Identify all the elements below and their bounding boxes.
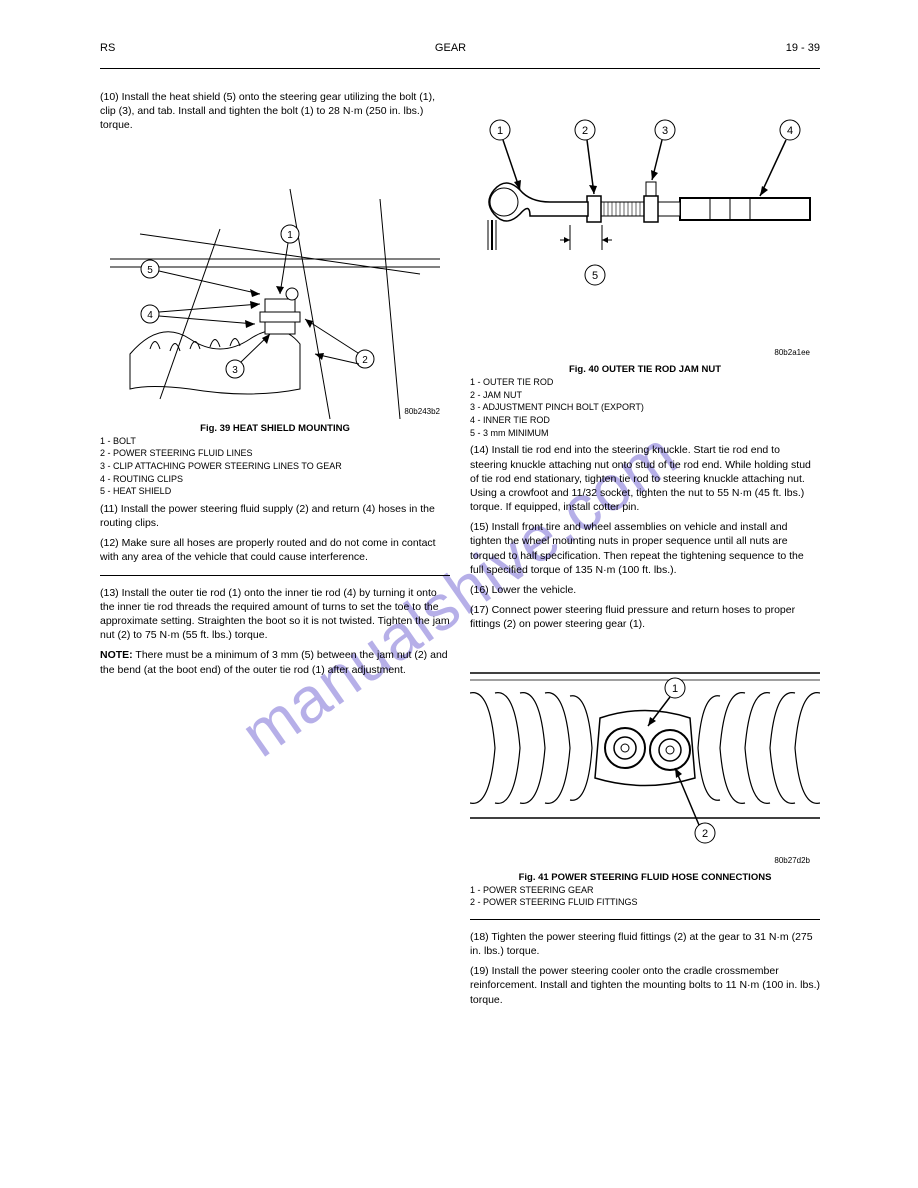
- fig39-legend-1: 1 - BOLT: [100, 436, 450, 448]
- fig41-legend: 1 - POWER STEERING GEAR 2 - POWER STEERI…: [470, 885, 820, 909]
- fig41-legend-2: 2 - POWER STEERING FLUID FITTINGS: [470, 897, 820, 909]
- fig39-legend-5: 5 - HEAT SHIELD: [100, 486, 450, 498]
- page-header: RS GEAR 19 - 39: [100, 42, 820, 54]
- fig41-legend-1: 1 - POWER STEERING GEAR: [470, 885, 820, 897]
- fig39-code: 80b243b2: [404, 407, 440, 416]
- svg-text:5: 5: [147, 265, 153, 276]
- fig39-legend-2: 2 - POWER STEERING FLUID LINES: [100, 448, 450, 460]
- fig41-caption: Fig. 41 POWER STEERING FLUID HOSE CONNEC…: [470, 872, 820, 883]
- header-left: RS: [100, 42, 115, 54]
- svg-text:1: 1: [287, 230, 293, 241]
- header-right: 19 - 39: [786, 42, 820, 54]
- fig39-caption: Fig. 39 HEAT SHIELD MOUNTING: [100, 423, 450, 434]
- svg-text:3: 3: [662, 125, 668, 137]
- figure-39: 1 5 4 3 2 80b243b2 Fig. 39 HEAT SHIELD M…: [100, 139, 450, 498]
- note-1: NOTE: There must be a minimum of 3 mm (5…: [100, 648, 450, 676]
- step-16: (16) Lower the vehicle.: [470, 583, 820, 597]
- svg-text:2: 2: [702, 828, 708, 840]
- header-rule: [100, 68, 820, 69]
- figure-41: 1 2 80b27d2b Fig. 41 POWER STEERING FLUI…: [470, 638, 820, 909]
- step-18: (18) Tighten the power steering fluid fi…: [470, 930, 820, 958]
- svg-text:1: 1: [672, 683, 678, 695]
- svg-text:2: 2: [582, 125, 588, 137]
- fig40-legend-3: 3 - ADJUSTMENT PINCH BOLT (EXPORT): [470, 402, 820, 414]
- step-11: (11) Install the power steering fluid su…: [100, 502, 450, 530]
- left-column: (10) Install the heat shield (5) onto th…: [100, 90, 450, 683]
- note1-label: NOTE:: [100, 649, 133, 661]
- fig40-legend-1: 1 - OUTER TIE ROD: [470, 377, 820, 389]
- fig41-code: 80b27d2b: [774, 856, 810, 865]
- step-14: (14) Install tie rod end into the steeri…: [470, 443, 820, 514]
- fig39-legend-3: 3 - CLIP ATTACHING POWER STEERING LINES …: [100, 461, 450, 473]
- note1-text: There must be a minimum of 3 mm (5) betw…: [100, 649, 448, 675]
- svg-text:4: 4: [787, 125, 793, 137]
- fig40-caption: Fig. 40 OUTER TIE ROD JAM NUT: [470, 364, 820, 375]
- right-section-rule: [470, 919, 820, 920]
- header-center: GEAR: [435, 42, 466, 54]
- svg-text:4: 4: [147, 310, 153, 321]
- fig40-legend-2: 2 - JAM NUT: [470, 390, 820, 402]
- step-13: (13) Install the outer tie rod (1) onto …: [100, 586, 450, 643]
- step-17: (17) Connect power steering fluid pressu…: [470, 603, 820, 631]
- svg-text:3: 3: [232, 365, 238, 376]
- fig39-legend-4: 4 - ROUTING CLIPS: [100, 474, 450, 486]
- fig40-code: 80b2a1ee: [774, 348, 810, 357]
- fig39-legend: 1 - BOLT 2 - POWER STEERING FLUID LINES …: [100, 436, 450, 498]
- figure-40: 1 2 3 4 5 80b2a1ee Fig. 40 OUTER TIE ROD…: [470, 90, 820, 439]
- svg-text:2: 2: [362, 355, 368, 366]
- fig40-legend-4: 4 - INNER TIE ROD: [470, 415, 820, 427]
- fig40-legend: 1 - OUTER TIE ROD 2 - JAM NUT 3 - ADJUST…: [470, 377, 820, 439]
- right-column: 1 2 3 4 5 80b2a1ee Fig. 40 OUTER TIE ROD…: [470, 90, 820, 1013]
- step-19: (19) Install the power steering cooler o…: [470, 964, 820, 1007]
- step-10: (10) Install the heat shield (5) onto th…: [100, 90, 450, 133]
- fig40-legend-5: 5 - 3 mm MINIMUM: [470, 428, 820, 440]
- svg-text:5: 5: [592, 270, 598, 282]
- svg-text:1: 1: [497, 125, 503, 137]
- left-section-rule: [100, 575, 450, 576]
- step-15: (15) Install front tire and wheel assemb…: [470, 520, 820, 577]
- step-12: (12) Make sure all hoses are properly ro…: [100, 536, 450, 564]
